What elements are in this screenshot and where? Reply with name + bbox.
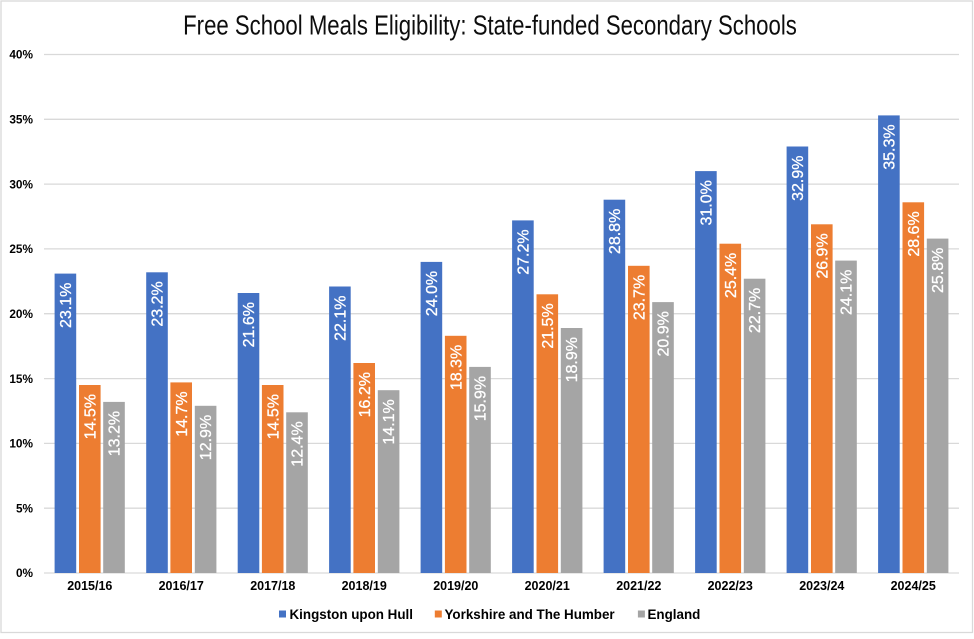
svg-text:23.2%: 23.2% [150,281,167,326]
svg-text:14.1%: 14.1% [381,399,398,444]
svg-text:2023/24: 2023/24 [799,579,844,593]
svg-text:13.2%: 13.2% [107,411,124,456]
svg-text:14.5%: 14.5% [82,394,99,439]
svg-text:35%: 35% [9,113,33,127]
svg-text:28.6%: 28.6% [906,211,923,256]
svg-text:5%: 5% [16,501,34,515]
svg-text:40%: 40% [9,48,33,62]
svg-text:25.4%: 25.4% [723,253,740,298]
svg-text:15%: 15% [9,372,33,386]
svg-text:22.7%: 22.7% [747,288,764,333]
svg-text:2019/20: 2019/20 [433,579,478,593]
svg-text:15.9%: 15.9% [473,376,490,421]
svg-text:Yorkshire and The Humber: Yorkshire and The Humber [445,607,616,622]
svg-text:2022/23: 2022/23 [708,579,753,593]
svg-text:Kingston upon Hull: Kingston upon Hull [290,607,413,622]
svg-text:12.9%: 12.9% [198,415,215,460]
svg-text:21.5%: 21.5% [540,303,557,348]
svg-text:25%: 25% [9,242,33,256]
svg-text:2020/21: 2020/21 [525,579,570,593]
svg-text:35.3%: 35.3% [882,124,899,169]
svg-text:25.8%: 25.8% [930,248,947,293]
svg-text:12.4%: 12.4% [290,421,307,466]
svg-text:2021/22: 2021/22 [616,579,661,593]
svg-text:21.6%: 21.6% [241,302,258,347]
svg-text:23.7%: 23.7% [631,275,648,320]
svg-text:32.9%: 32.9% [790,156,807,201]
svg-text:22.1%: 22.1% [333,296,350,341]
svg-text:2024/25: 2024/25 [891,579,936,593]
svg-text:20.9%: 20.9% [656,311,673,356]
svg-text:23.1%: 23.1% [58,283,75,328]
svg-text:16.2%: 16.2% [357,372,374,417]
svg-text:England: England [648,607,701,622]
svg-text:2015/16: 2015/16 [67,579,112,593]
svg-text:2016/17: 2016/17 [159,579,204,593]
svg-text:27.2%: 27.2% [516,229,533,274]
svg-text:26.9%: 26.9% [814,233,831,278]
svg-text:24.0%: 24.0% [424,271,441,316]
svg-text:24.1%: 24.1% [839,270,856,315]
svg-text:14.5%: 14.5% [265,394,282,439]
svg-text:2017/18: 2017/18 [250,579,295,593]
svg-text:31.0%: 31.0% [699,180,716,225]
svg-text:28.8%: 28.8% [607,209,624,254]
svg-text:30%: 30% [9,177,33,191]
svg-text:20%: 20% [9,307,33,321]
svg-text:18.9%: 18.9% [564,337,581,382]
svg-text:10%: 10% [9,437,33,451]
svg-text:14.7%: 14.7% [174,391,191,436]
svg-text:Free School Meals Eligibility:: Free School Meals Eligibility: State-fun… [183,10,797,41]
svg-text:0%: 0% [16,566,34,580]
svg-text:18.3%: 18.3% [448,345,465,390]
svg-text:2018/19: 2018/19 [342,579,387,593]
